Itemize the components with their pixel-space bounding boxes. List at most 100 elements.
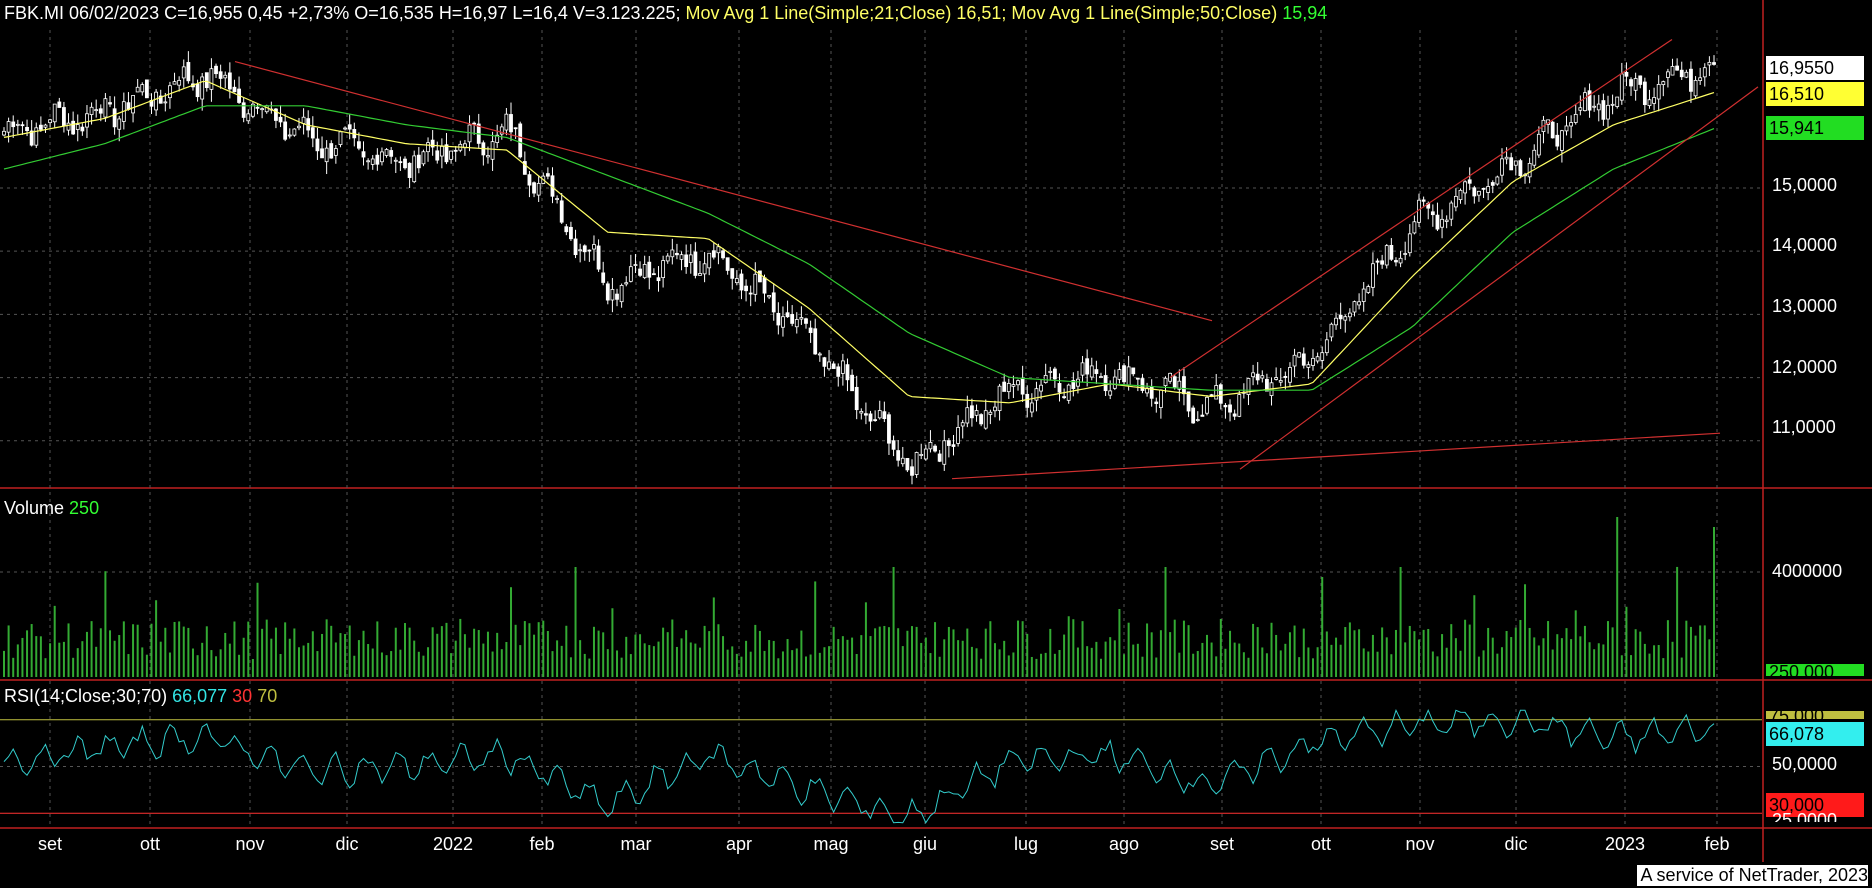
volume-value: 250: [69, 498, 100, 518]
candle-body: [412, 155, 417, 183]
volume-bar: [1205, 634, 1208, 677]
volume-bar: [602, 632, 605, 677]
candle-body: [1135, 377, 1140, 380]
candle-body: [2, 130, 6, 136]
volume-bar: [629, 654, 632, 677]
candle-body: [960, 422, 965, 427]
volume-bar: [1459, 650, 1462, 677]
candle-body: [1200, 414, 1205, 417]
volume-bar: [1017, 620, 1020, 677]
volume-bar: [1178, 652, 1181, 677]
volume-bar: [1104, 641, 1107, 677]
volume-bar: [311, 631, 314, 677]
volume-bar: [823, 647, 826, 677]
volume-bar: [468, 647, 471, 677]
candle-body: [610, 289, 615, 301]
volume-bar: [1007, 655, 1010, 677]
volume-bar: [537, 622, 540, 677]
volume-bar: [500, 649, 503, 677]
volume-bar: [1385, 637, 1388, 677]
candle-body: [416, 154, 421, 169]
volume-bar: [1265, 653, 1268, 677]
candle-body: [753, 273, 758, 295]
candle-body: [1389, 245, 1394, 260]
volume-bar: [505, 642, 508, 677]
volume-bar: [860, 635, 863, 677]
volume-bar: [611, 608, 614, 677]
month-label: lug: [1013, 834, 1039, 854]
volume-bar: [938, 656, 941, 677]
candle-body: [1076, 378, 1080, 387]
volume-bar: [1238, 643, 1241, 677]
volume-bar: [1390, 654, 1393, 677]
volume-bar: [1196, 650, 1199, 677]
candle-body: [1278, 380, 1283, 383]
candle-body: [642, 264, 647, 279]
volume-bar: [1611, 627, 1614, 677]
candle-body: [1569, 122, 1574, 127]
month-label: feb: [529, 834, 555, 854]
volume-bar: [132, 624, 135, 677]
candle-body: [578, 249, 583, 252]
candle-body: [435, 150, 440, 161]
volume-bar: [731, 646, 734, 677]
candle-body: [771, 292, 776, 313]
volume-bar: [210, 650, 213, 677]
trend-line-down: [234, 61, 1213, 322]
candle-body: [1412, 221, 1417, 234]
candle-body: [509, 114, 513, 133]
volume-bar: [809, 654, 812, 677]
volume-bar: [1418, 639, 1421, 677]
candle-body: [320, 148, 324, 159]
volume-bar: [1118, 608, 1121, 677]
volume-bar: [934, 622, 937, 677]
volume-bar: [417, 651, 420, 677]
volume-bar: [675, 646, 678, 677]
volume-bar: [1233, 642, 1236, 677]
candle-body: [887, 414, 891, 444]
volume-bar: [62, 641, 65, 677]
candle-body: [997, 385, 1002, 411]
candle-body: [1398, 257, 1403, 264]
volume-bar: [1321, 577, 1324, 677]
month-label: nov: [1405, 834, 1435, 854]
volume-bar: [247, 621, 250, 677]
candle-body: [1301, 353, 1306, 366]
candle-body: [1647, 99, 1652, 106]
volume-bar: [1252, 623, 1255, 677]
volume-bar: [390, 651, 393, 677]
candle-body: [75, 124, 80, 130]
candle-body: [1458, 189, 1463, 201]
volume-bar: [1620, 655, 1623, 677]
rsi-top-tag: 75,000: [1766, 711, 1864, 719]
rsi-value-tag: 66,078: [1766, 722, 1864, 746]
candle-body: [108, 102, 112, 105]
candle-body: [48, 119, 52, 124]
candle-body: [1085, 358, 1090, 375]
volume-bar: [906, 630, 909, 677]
volume-bar: [583, 653, 586, 677]
volume-bar: [901, 646, 904, 677]
volume-bar: [1491, 637, 1494, 677]
candle-body: [711, 250, 716, 258]
candle-body: [1320, 352, 1325, 361]
volume-bar: [284, 622, 287, 677]
candle-body: [781, 316, 785, 328]
volume-bar: [1076, 647, 1079, 677]
candle-body: [1034, 388, 1039, 401]
volume-bar: [1643, 643, 1646, 677]
month-label: nov: [235, 834, 265, 854]
candle-body: [1702, 67, 1707, 78]
volume-bar: [288, 638, 291, 677]
volume-bar: [376, 621, 379, 677]
trend-line-support: [951, 432, 1721, 480]
volume-bar: [717, 624, 720, 677]
channel-upper: [1169, 38, 1673, 379]
ma21-price-tag: 16,510: [1766, 82, 1864, 106]
candle-body: [1536, 133, 1541, 156]
volume-header: Volume 250: [4, 498, 99, 519]
candle-body: [1712, 62, 1716, 65]
price-axis-label: 12,0000: [1772, 357, 1838, 377]
header-main: FBK.MI 06/02/2023 C=16,955 0,45 +2,73% O…: [4, 3, 681, 23]
candle-body: [1463, 181, 1468, 194]
